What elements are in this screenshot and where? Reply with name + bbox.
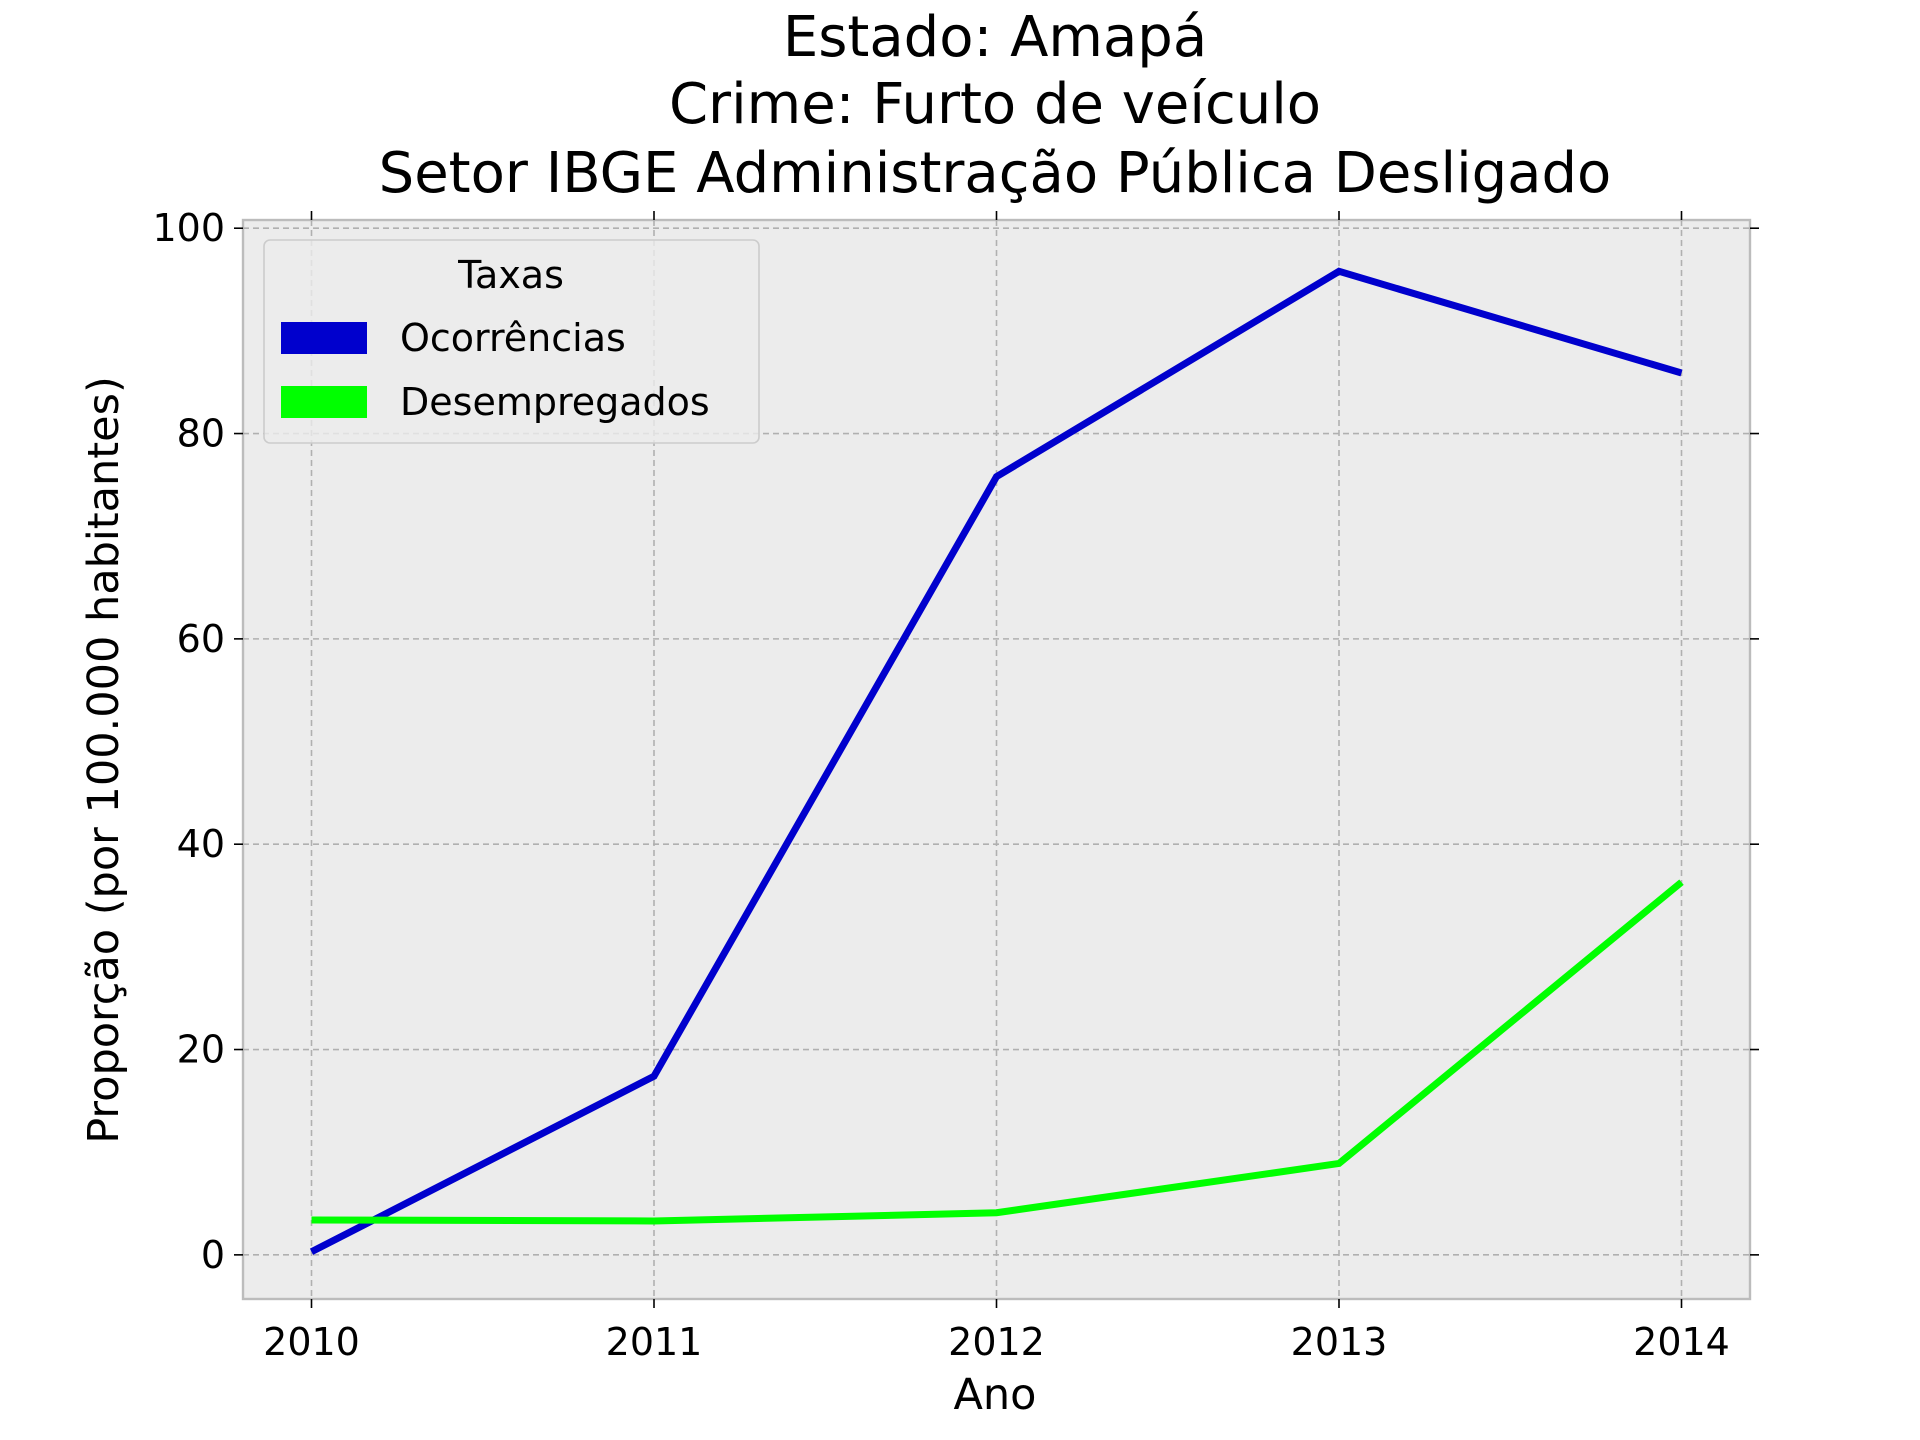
legend-swatch-desempregados — [281, 386, 367, 418]
axis-ticks: 2010 2011 2012 2013 2014 0 20 40 60 80 100 — [152, 206, 1759, 1364]
title-line-2: Crime: Furto de veículo — [669, 72, 1321, 137]
series-line-desempregados — [311, 879, 1684, 1225]
legend: Taxas Ocorrências Desempregados — [263, 239, 760, 444]
y-axis-label: Proporção (por 100.000 habitantes) — [79, 376, 129, 1144]
title-line-1: Estado: Amapá — [783, 5, 1207, 70]
legend-box — [263, 239, 760, 444]
x-tick-label: 2012 — [948, 1320, 1045, 1364]
y-tick-label: 20 — [177, 1028, 225, 1072]
y-tick-label: 60 — [177, 617, 225, 661]
legend-label-ocorrencias: Ocorrências — [400, 316, 626, 360]
y-tick-label: 100 — [152, 206, 225, 250]
x-tick-label: 2011 — [606, 1320, 703, 1364]
y-tick-label: 40 — [177, 822, 225, 866]
y-tick-label: 0 — [201, 1233, 225, 1277]
series-line-ocorrencias — [309, 267, 1683, 1255]
chart-title: Estado: Amapá Crime: Furto de veículo Se… — [379, 5, 1612, 206]
x-axis-label: Ano — [954, 1370, 1037, 1420]
legend-swatch-ocorrencias — [281, 322, 367, 354]
legend-title: Taxas — [457, 253, 564, 297]
legend-label-desempregados: Desempregados — [400, 380, 710, 424]
x-tick-label: 2014 — [1633, 1320, 1730, 1364]
y-tick-label: 80 — [177, 412, 225, 456]
x-tick-label: 2013 — [1291, 1320, 1388, 1364]
title-line-3: Setor IBGE Administração Pública Desliga… — [379, 141, 1612, 206]
series-lines — [309, 267, 1684, 1255]
x-tick-label: 2010 — [263, 1320, 360, 1364]
